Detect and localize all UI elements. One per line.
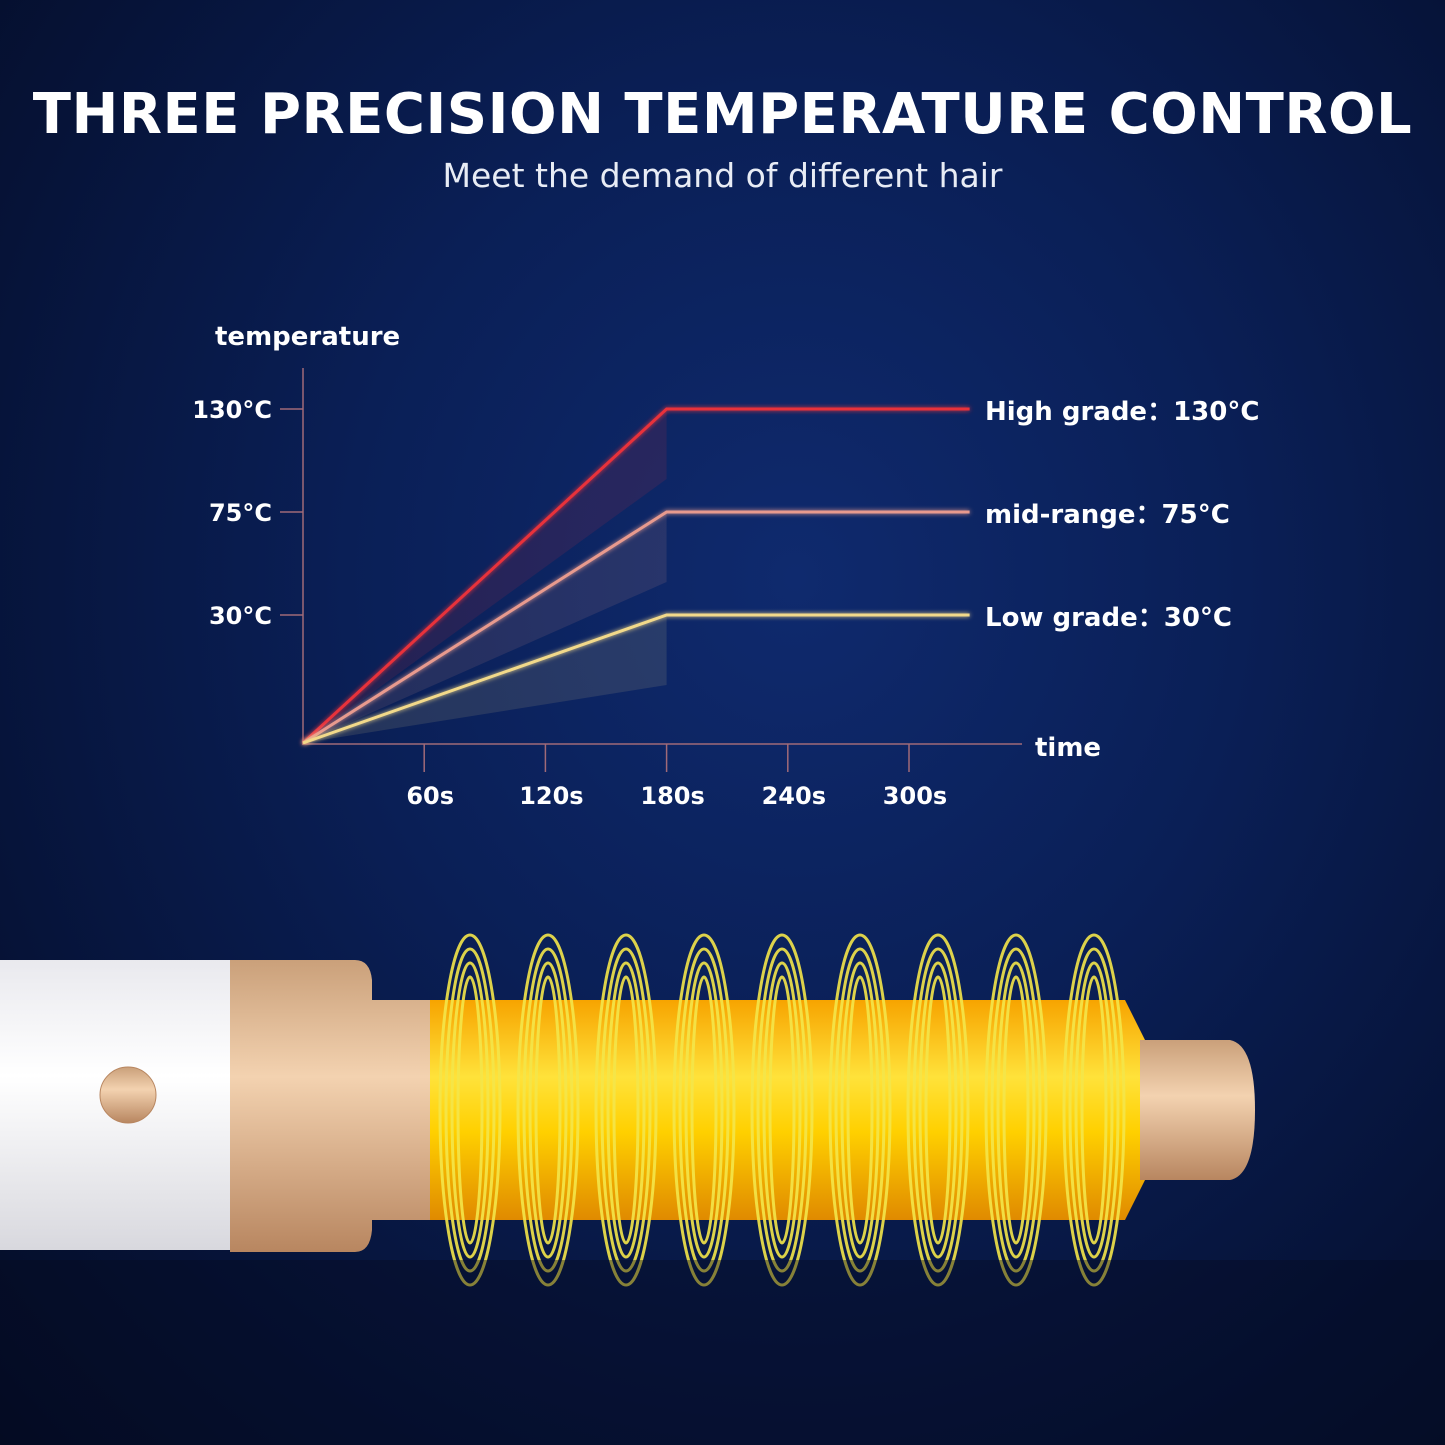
heat-coil xyxy=(606,961,646,1259)
heat-coil xyxy=(600,947,652,1273)
heat-coil xyxy=(1080,975,1108,1245)
series-line xyxy=(302,613,970,745)
series-label: High grade：130°C xyxy=(985,397,1259,427)
heat-coil xyxy=(690,975,718,1245)
heat-coil xyxy=(672,933,736,1287)
x-axis-label: time xyxy=(1035,733,1101,763)
y-tick-label: 75°C xyxy=(209,499,272,527)
heat-coil xyxy=(768,975,796,1245)
heat-coil xyxy=(594,933,658,1287)
y-tick-label: 30°C xyxy=(209,602,272,630)
heat-coil xyxy=(828,933,892,1287)
heat-coil xyxy=(756,947,808,1273)
heat-coil xyxy=(834,947,886,1273)
heat-coil xyxy=(762,961,802,1259)
heat-coil xyxy=(918,961,958,1259)
series-line xyxy=(302,510,970,745)
heat-coil xyxy=(516,933,580,1287)
heat-coils xyxy=(438,933,1126,1287)
series-label: Low grade：30°C xyxy=(985,603,1232,633)
x-tick-label: 60s xyxy=(406,782,454,810)
heat-coil xyxy=(924,975,952,1245)
heat-coil xyxy=(522,947,574,1273)
heat-coil xyxy=(1062,933,1126,1287)
heat-coil xyxy=(750,933,814,1287)
heat-coil xyxy=(990,947,1042,1273)
heat-coil xyxy=(1074,961,1114,1259)
x-tick-label: 300s xyxy=(883,782,947,810)
series-label: mid-range：75°C xyxy=(985,500,1230,530)
heat-coil xyxy=(444,947,496,1273)
heat-coil xyxy=(996,961,1036,1259)
power-button xyxy=(99,1066,157,1124)
page-title: THREE PRECISION TEMPERATURE CONTROL xyxy=(32,82,1413,147)
heat-coil xyxy=(684,961,724,1259)
heat-coil xyxy=(984,933,1048,1287)
page-subtitle: Meet the demand of different hair xyxy=(442,156,1003,195)
heat-coil xyxy=(612,975,640,1245)
heat-coil xyxy=(846,975,874,1245)
hair-curler-illustration xyxy=(0,933,1445,1445)
x-tick-label: 180s xyxy=(640,782,704,810)
heat-coil xyxy=(528,961,568,1259)
series-line xyxy=(301,407,970,745)
y-axis-label: temperature xyxy=(215,322,400,352)
x-tick-label: 240s xyxy=(762,782,826,810)
temperature-chart: temperature time 130°C 75°C 30°C 60s 120s 180s 2… xyxy=(192,322,1259,810)
heat-coil xyxy=(1068,947,1120,1273)
heat-coil xyxy=(678,947,730,1273)
heat-coil xyxy=(456,975,484,1245)
heat-coil xyxy=(912,947,964,1273)
heat-coil xyxy=(906,933,970,1287)
heat-coil xyxy=(450,961,490,1259)
y-tick-label: 130°C xyxy=(192,396,272,424)
heat-coil xyxy=(840,961,880,1259)
heat-coil xyxy=(534,975,562,1245)
heat-coil xyxy=(1002,975,1030,1245)
gold-collar xyxy=(230,960,435,1252)
tip xyxy=(1140,1040,1255,1180)
x-tick-label: 120s xyxy=(519,782,583,810)
heat-coil xyxy=(438,933,502,1287)
